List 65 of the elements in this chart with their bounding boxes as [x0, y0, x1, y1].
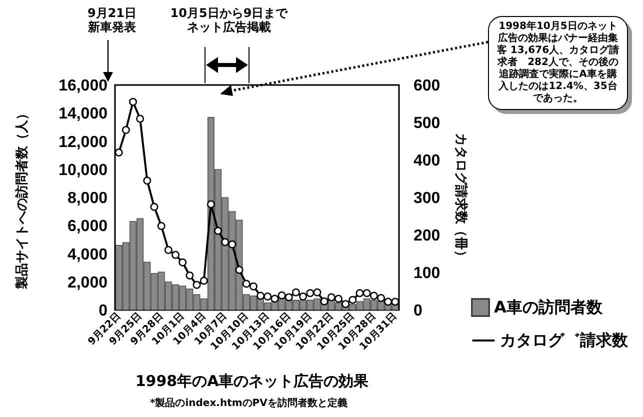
point	[235, 266, 244, 274]
text: 9月21日新車発表	[86, 6, 138, 35]
y-tick-label: 12,000	[58, 134, 108, 151]
point	[377, 294, 386, 302]
y-tick-label: 10,000	[58, 162, 108, 179]
y2-tick-label: 200	[414, 228, 440, 244]
point	[306, 289, 314, 298]
y-tick-label: 2,000	[67, 274, 108, 292]
y-tick-label: 4,000	[67, 246, 108, 264]
point	[172, 250, 180, 259]
point	[264, 292, 272, 300]
point	[206, 200, 215, 208]
point	[200, 276, 208, 285]
point	[122, 126, 130, 134]
point	[114, 148, 123, 156]
text: 10月5日から9日までネット広告掲載	[169, 6, 289, 35]
point	[186, 272, 194, 280]
y2-tick-label: 0	[414, 302, 422, 320]
point	[348, 296, 357, 304]
y2-tick-label: 300	[414, 190, 440, 207]
point	[342, 300, 350, 308]
y2-tick-label: 100	[414, 265, 440, 282]
point	[192, 280, 201, 289]
y2-tick-label: 500	[414, 115, 440, 132]
point	[292, 288, 300, 296]
point	[370, 292, 378, 300]
point	[178, 258, 187, 266]
y-tick-label: 6,000	[67, 218, 108, 236]
y2-tick-label: 600	[414, 78, 440, 94]
y-tick-label: 0	[98, 302, 108, 320]
point	[327, 293, 336, 302]
text: 1998年10月5日のネット広告の効果はバナー経由集客 13,676人、カタログ請求者 282人で、その後の追跡調査で実際にA車を購入したのは12.4%、35台であった。	[488, 16, 628, 110]
point	[242, 280, 250, 288]
y-tick-label: 8,000	[67, 190, 108, 207]
y-tick-label: 14,000	[58, 106, 108, 123]
point	[128, 98, 137, 106]
point	[362, 289, 371, 298]
x-axis-title: 1998年のA車のネット広告の効果	[135, 372, 369, 391]
y-axis-title: 製品サイトへの訪問者数（人）	[14, 106, 31, 288]
point	[299, 292, 308, 300]
point	[391, 298, 400, 306]
point	[249, 282, 258, 290]
y2-axis-title: カタログ請求数（冊）	[452, 132, 469, 262]
point	[214, 226, 222, 235]
text: *製品のindex.htmのPVを訪問者数と定義	[150, 398, 348, 410]
y2-tick-label: 400	[414, 152, 440, 170]
point	[150, 202, 158, 211]
point	[228, 240, 236, 248]
point	[221, 238, 230, 246]
point	[157, 222, 166, 230]
point	[143, 176, 152, 185]
point	[164, 246, 172, 254]
point	[284, 293, 293, 302]
legend-label: A車の訪問者数	[494, 298, 604, 316]
y-tick-label: 16,000	[58, 78, 108, 94]
point	[334, 294, 342, 303]
point	[384, 298, 392, 306]
point	[320, 297, 328, 306]
point	[256, 292, 265, 300]
point	[278, 291, 286, 300]
point	[136, 114, 144, 123]
point	[313, 288, 322, 296]
legend-label: カタログ゛請求数	[500, 330, 629, 350]
point	[270, 294, 279, 303]
point	[356, 289, 364, 298]
